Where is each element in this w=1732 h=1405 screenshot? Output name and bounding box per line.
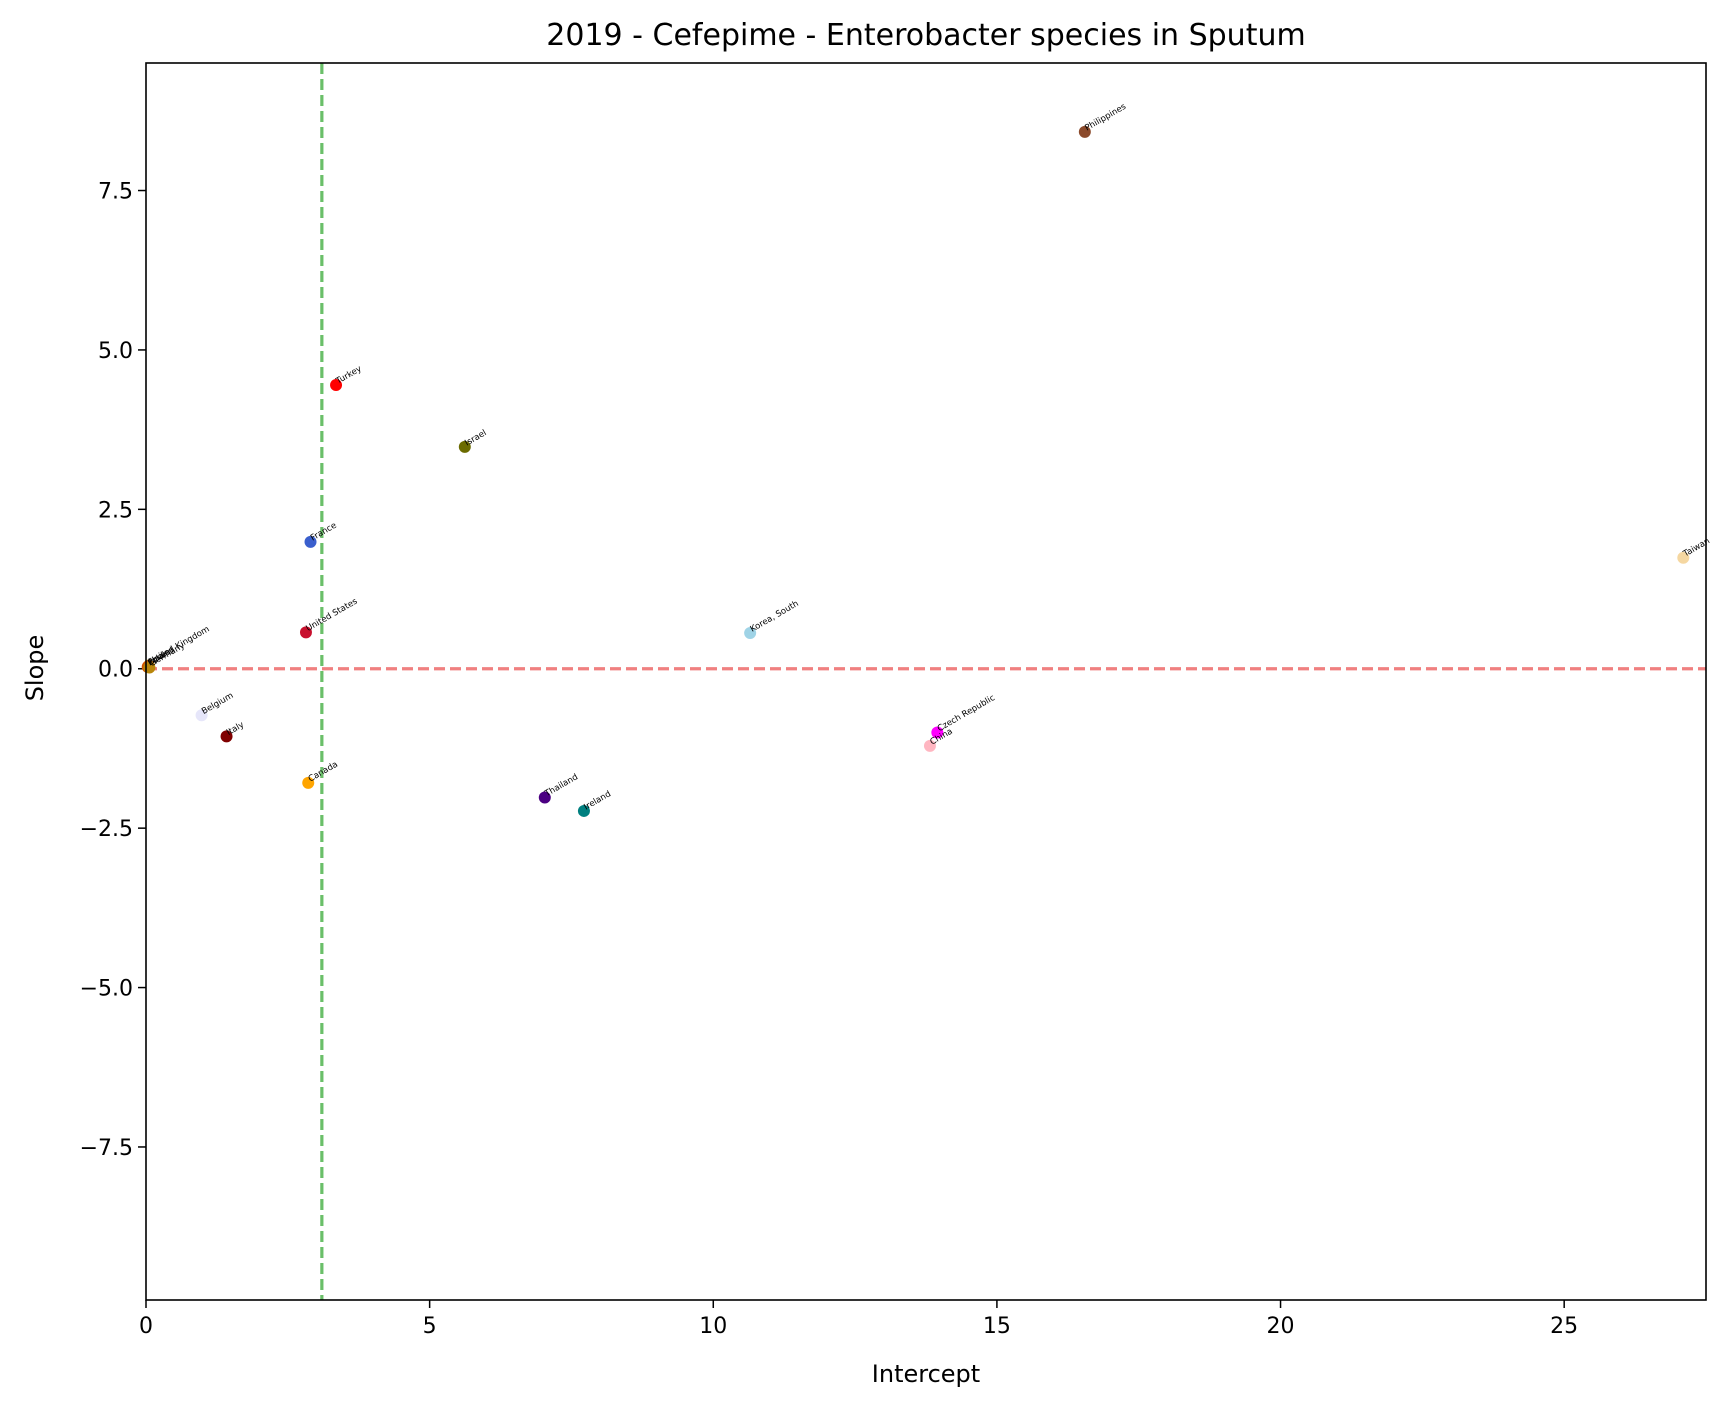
data-point bbox=[1078, 125, 1091, 138]
x-tick-label: 15 bbox=[983, 1314, 1011, 1339]
data-point bbox=[1677, 551, 1690, 564]
data-point bbox=[931, 726, 944, 739]
reference-lines bbox=[146, 63, 1706, 1300]
y-tick-label: 5.0 bbox=[98, 339, 133, 364]
y-tick-label: 2.5 bbox=[98, 498, 133, 523]
data-point bbox=[923, 739, 936, 752]
data-point bbox=[299, 626, 312, 639]
y-axis-ticks: −7.5 −5.0 −2.5 0.0 2.5 5.0 7.5 bbox=[80, 180, 146, 1161]
x-tick-label: 10 bbox=[699, 1314, 727, 1339]
data-point bbox=[744, 627, 757, 640]
data-point bbox=[195, 709, 208, 722]
data-point bbox=[577, 804, 590, 817]
plot-area-frame bbox=[145, 62, 1707, 1301]
x-tick-label: 5 bbox=[423, 1314, 437, 1339]
chart-title: 2019 - Cefepime - Enterobacter species i… bbox=[546, 18, 1305, 53]
y-axis-label: Slope bbox=[21, 635, 49, 702]
y-tick-label: −5.0 bbox=[80, 977, 133, 1002]
x-tick-label: 25 bbox=[1550, 1314, 1578, 1339]
data-points bbox=[141, 125, 1690, 817]
y-tick-label: −7.5 bbox=[80, 1136, 133, 1161]
x-tick-label: 0 bbox=[139, 1314, 153, 1339]
data-point bbox=[538, 791, 551, 804]
y-tick-label: −2.5 bbox=[80, 817, 133, 842]
x-axis-ticks: 0 5 10 15 20 25 bbox=[139, 1300, 1578, 1339]
x-tick-label: 20 bbox=[1267, 1314, 1295, 1339]
data-point bbox=[220, 730, 233, 743]
data-point bbox=[304, 535, 317, 548]
y-tick-label: 0.0 bbox=[98, 658, 133, 683]
data-point bbox=[302, 776, 315, 789]
x-axis-label: Intercept bbox=[872, 1360, 980, 1388]
y-tick-label: 7.5 bbox=[98, 180, 133, 205]
data-point bbox=[458, 440, 471, 453]
data-point bbox=[330, 379, 343, 392]
